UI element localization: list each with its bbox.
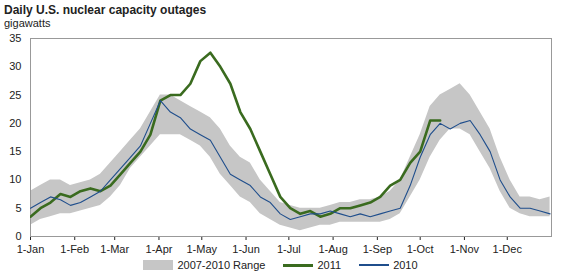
svg-text:1-Mar: 1-Mar	[100, 243, 129, 255]
svg-text:10: 10	[9, 173, 21, 185]
svg-text:1-Aug: 1-Aug	[318, 243, 347, 255]
svg-text:30: 30	[9, 60, 21, 72]
svg-text:20: 20	[9, 117, 21, 129]
svg-text:15: 15	[9, 145, 21, 157]
svg-text:0: 0	[15, 230, 21, 242]
svg-text:1-Oct: 1-Oct	[407, 243, 434, 255]
svg-text:5: 5	[15, 202, 21, 214]
svg-text:1-Sep: 1-Sep	[363, 243, 392, 255]
svg-text:1-Nov: 1-Nov	[450, 243, 480, 255]
svg-text:1-May: 1-May	[187, 243, 218, 255]
html-text:gigawatts: gigawatts	[4, 17, 51, 29]
svg-text:1-Dec: 1-Dec	[493, 243, 523, 255]
svg-text:25: 25	[9, 89, 21, 101]
html-text:2011: 2011	[317, 259, 342, 271]
html-text:Daily U.S. nuclear capacity ou: Daily U.S. nuclear capacity outages	[4, 3, 207, 17]
svg-text:1-Jan: 1-Jan	[17, 243, 45, 255]
svg-text:1-Jun: 1-Jun	[232, 243, 260, 255]
html-text:2007-2010 Range: 2007-2010 Range	[177, 259, 266, 271]
svg-text:1-Feb: 1-Feb	[60, 243, 89, 255]
svg-text:35: 35	[9, 32, 21, 44]
svg-text:1-Apr: 1-Apr	[146, 243, 173, 255]
html-text:2010: 2010	[393, 259, 418, 271]
svg-text:1-Jul: 1-Jul	[277, 243, 301, 255]
